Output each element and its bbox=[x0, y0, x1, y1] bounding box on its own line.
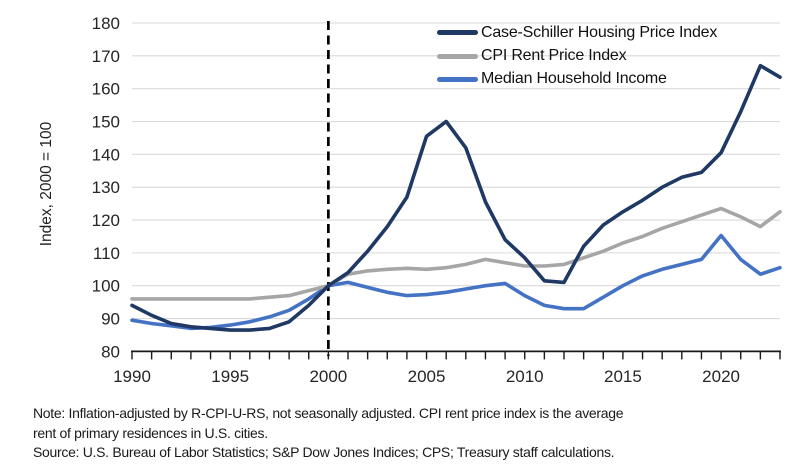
y-tick-label: 100 bbox=[92, 277, 120, 296]
chart-notes: Note: Inflation-adjusted by R-CPI-U-RS, … bbox=[33, 404, 624, 463]
chart-canvas: 80 90 100 110 120 130 140 150 160 170 180 1990 1995 2… bbox=[92, 14, 782, 386]
x-tick-label: 2005 bbox=[408, 367, 446, 386]
series-lines bbox=[130, 63, 782, 332]
series-line-cpi-rent-price-index bbox=[130, 206, 782, 301]
y-axis-title: Index, 2000 = 100 bbox=[38, 121, 55, 247]
y-tick-label: 130 bbox=[92, 178, 120, 197]
legend-label: CPI Rent Price Index bbox=[481, 47, 627, 65]
y-tick-label: 120 bbox=[92, 211, 120, 230]
chart-area: 80 90 100 110 120 130 140 150 160 170 180 1990 1995 2… bbox=[38, 14, 782, 386]
series-line-case-schiller-housing-price-index bbox=[130, 63, 782, 332]
legend-swatch bbox=[437, 30, 478, 36]
legend-swatch bbox=[437, 76, 478, 82]
y-tick-label: 170 bbox=[92, 47, 120, 66]
source-line: Source: U.S. Bureau of Labor Statistics;… bbox=[33, 444, 615, 460]
legend-label: Median Household Income bbox=[481, 70, 667, 88]
y-tick-label: 140 bbox=[92, 145, 120, 164]
x-tick-label: 2000 bbox=[309, 367, 347, 386]
legend-item-median-household-income: Median Household Income bbox=[437, 68, 717, 91]
note-line: Note: Inflation-adjusted by R-CPI-U-RS, … bbox=[33, 405, 624, 421]
y-tick-label: 90 bbox=[101, 310, 120, 329]
x-axis bbox=[131, 350, 781, 360]
x-tick-labels: 1990 1995 2000 2005 2010 2015 2020 bbox=[113, 367, 740, 386]
x-tick-label: 2015 bbox=[604, 367, 642, 386]
x-tick-label: 2010 bbox=[506, 367, 544, 386]
x-tick-label: 2020 bbox=[702, 367, 740, 386]
note-line: rent of primary residences in U.S. citie… bbox=[33, 424, 268, 441]
y-tick-label: 180 bbox=[92, 14, 120, 33]
y-tick-label: 110 bbox=[93, 244, 120, 263]
x-tick-label: 1990 bbox=[113, 367, 151, 386]
legend-label: Case-Schiller Housing Price Index bbox=[481, 23, 718, 41]
chart-legend: Case-Schiller Housing Price Index CPI Ren… bbox=[437, 21, 717, 91]
legend-item-case-schiller-housing-price-index: Case-Schiller Housing Price Index bbox=[437, 21, 717, 44]
y-tick-label: 80 bbox=[101, 342, 120, 361]
y-tick-label: 160 bbox=[92, 80, 120, 99]
legend-item-cpi-rent-price-index: CPI Rent Price Index bbox=[437, 44, 717, 67]
legend-swatch bbox=[437, 53, 478, 59]
x-tick-label: 1995 bbox=[211, 367, 249, 386]
y-tick-labels: 80 90 100 110 120 130 140 150 160 170 180 bbox=[92, 14, 120, 361]
series-line-median-household-income bbox=[130, 233, 782, 331]
y-tick-label: 150 bbox=[92, 113, 120, 132]
